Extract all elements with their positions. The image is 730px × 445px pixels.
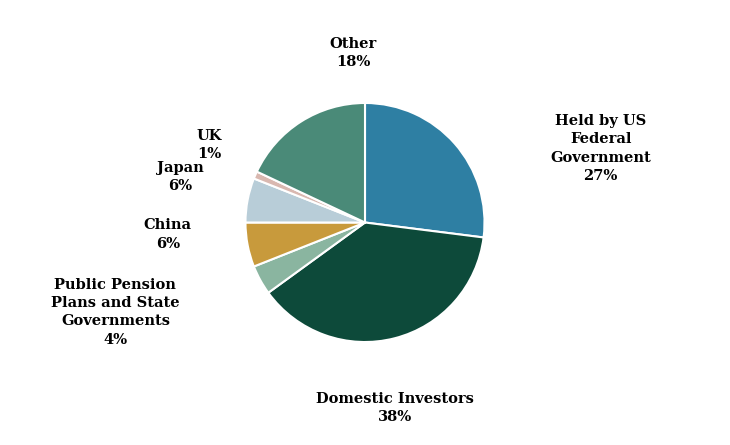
Wedge shape [245,222,365,267]
Wedge shape [269,222,483,342]
Wedge shape [257,103,365,222]
Text: Public Pension
Plans and State
Governments
4%: Public Pension Plans and State Governmen… [51,278,180,347]
Text: Japan
6%: Japan 6% [157,161,204,193]
Text: UK
1%: UK 1% [196,129,222,161]
Wedge shape [245,178,365,222]
Wedge shape [365,103,485,238]
Text: China
6%: China 6% [144,218,192,251]
Text: Domestic Investors
38%: Domestic Investors 38% [316,392,474,424]
Wedge shape [254,222,365,293]
Text: Other
18%: Other 18% [329,36,377,69]
Wedge shape [254,172,365,222]
Text: Held by US
Federal
Government
27%: Held by US Federal Government 27% [550,114,651,183]
